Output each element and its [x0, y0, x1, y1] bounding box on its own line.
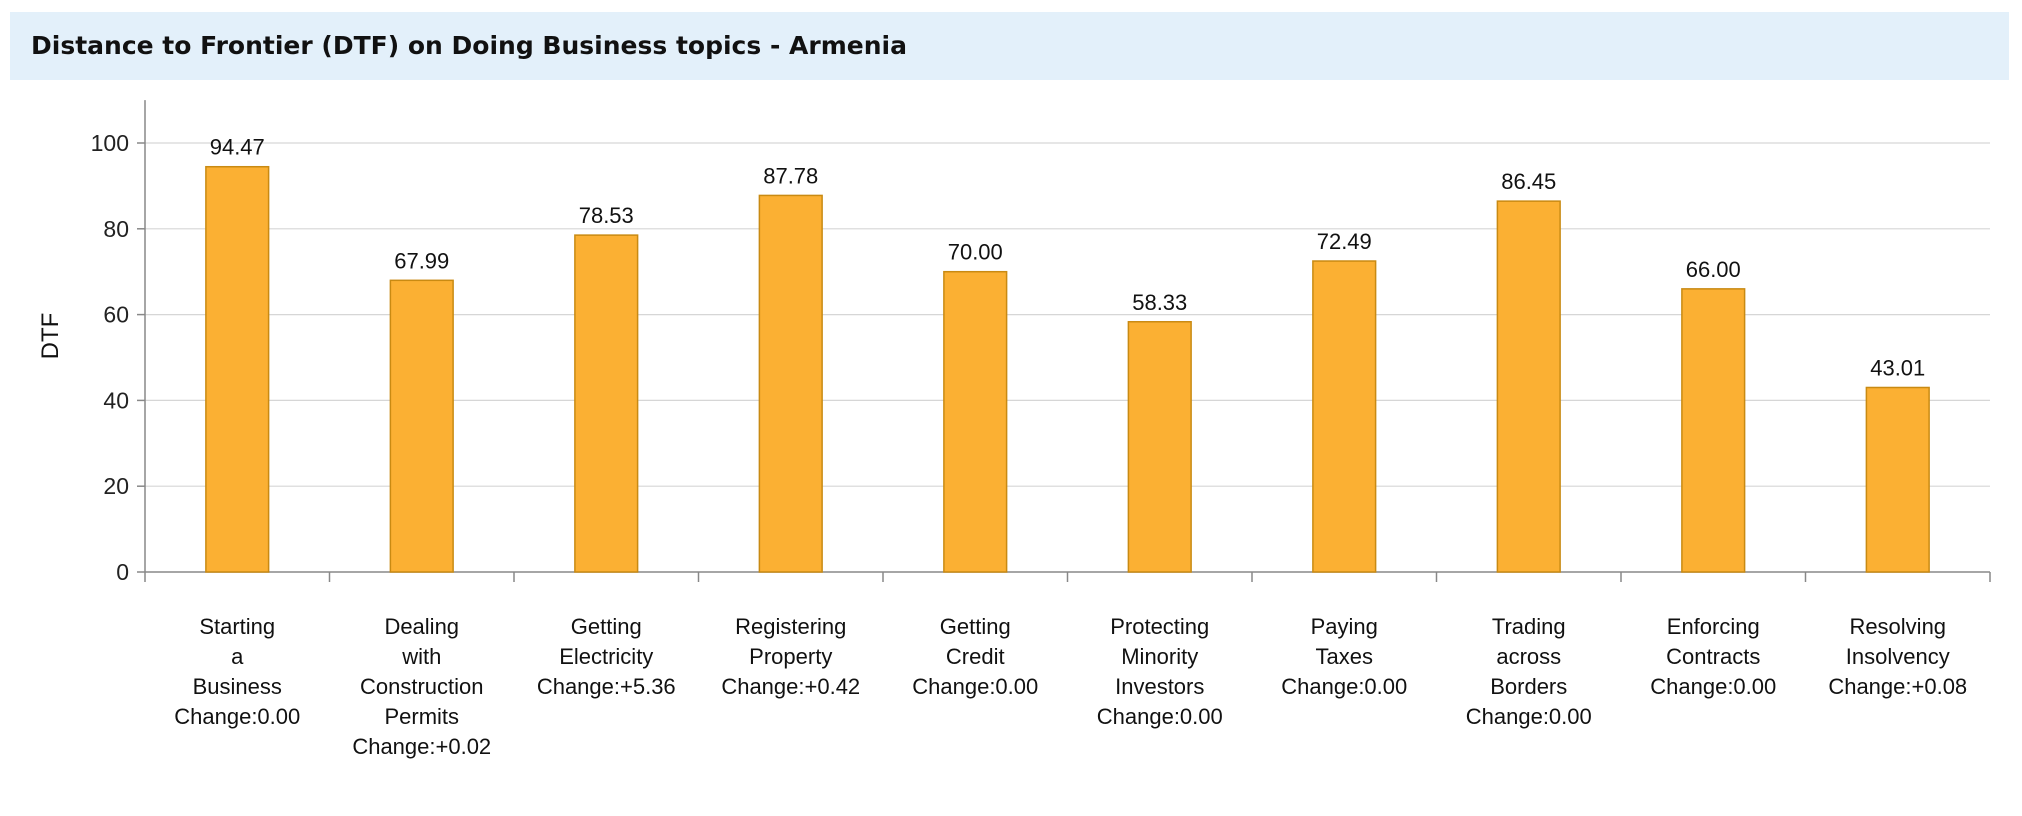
data-label: 67.99 — [394, 248, 449, 273]
x-tick-label-line: Change:+5.36 — [537, 674, 676, 699]
x-tick-label: Registering Property Change:+0.42 — [721, 614, 860, 699]
y-tick-label: 80 — [103, 216, 129, 242]
x-tick-label-line: Paying — [1311, 614, 1378, 639]
x-tick-label-line: Property — [749, 644, 832, 669]
x-tick-label-line: Getting — [571, 614, 642, 639]
x-tick-label-line: Minority — [1121, 644, 1198, 669]
bar[interactable] — [1865, 386, 1930, 573]
data-label: 58.33 — [1132, 290, 1187, 315]
x-tick-label-line: Starting — [199, 614, 275, 639]
x-tick-label-line: Getting — [940, 614, 1011, 639]
x-tick-label-line: Business — [193, 674, 282, 699]
y-tick-label: 20 — [103, 473, 129, 499]
y-tick-label: 0 — [116, 559, 129, 585]
data-label: 72.49 — [1317, 229, 1372, 254]
data-label: 43.01 — [1870, 355, 1925, 380]
chart-title: Distance to Frontier (DTF) on Doing Busi… — [31, 31, 907, 60]
bar[interactable] — [1127, 321, 1192, 573]
x-tick-label-line: Resolving — [1849, 614, 1946, 639]
x-tick-label-line: a — [231, 644, 244, 669]
x-tick-label: Resolving Insolvency Change:+0.08 — [1828, 614, 1967, 699]
x-tick-label: Getting Credit Change:0.00 — [912, 614, 1038, 699]
data-label: 70.00 — [948, 240, 1003, 265]
data-label: 66.00 — [1686, 257, 1741, 282]
x-tick-label-line: Construction — [360, 674, 484, 699]
x-tick-label: Trading across Borders Change:0.00 — [1466, 614, 1592, 729]
x-tick-label-line: Electricity — [559, 644, 653, 669]
bar[interactable] — [943, 270, 1008, 573]
data-label: 86.45 — [1501, 169, 1556, 194]
x-tick-label-line: Change:0.00 — [1466, 704, 1592, 729]
y-tick-label: 60 — [103, 302, 129, 328]
bars — [205, 165, 1930, 573]
x-tick-label: Enforcing Contracts Change:0.00 — [1650, 614, 1776, 699]
y-tick-label: 100 — [91, 130, 129, 156]
y-tick-label: 40 — [103, 387, 129, 413]
y-axis-title: DTF — [37, 313, 64, 360]
bar[interactable] — [1681, 288, 1746, 573]
bar[interactable] — [1312, 260, 1377, 573]
data-label: 78.53 — [579, 203, 634, 228]
x-tick-label-line: Change:0.00 — [1281, 674, 1407, 699]
x-tick-label-line: Change:+0.02 — [352, 734, 491, 759]
x-tick-label-line: Trading — [1492, 614, 1566, 639]
data-label: 87.78 — [763, 163, 818, 188]
x-tick-label: Starting a Business Change:0.00 — [174, 614, 300, 729]
x-tick-label-line: Permits — [384, 704, 459, 729]
x-tick-label-line: Borders — [1490, 674, 1567, 699]
x-tick-label-line: Change:0.00 — [912, 674, 1038, 699]
x-tick-label-line: Change:0.00 — [1650, 674, 1776, 699]
x-tick-label-line: Insolvency — [1846, 644, 1950, 669]
bar[interactable] — [389, 279, 454, 573]
x-tick-label-line: Investors — [1115, 674, 1204, 699]
x-tick-label-line: Contracts — [1666, 644, 1760, 669]
x-tick-label-line: Protecting — [1110, 614, 1209, 639]
x-tick-label-line: Credit — [946, 644, 1005, 669]
bar[interactable] — [1496, 200, 1561, 573]
x-tick-label-line: across — [1496, 644, 1561, 669]
labels: 0 20 40 60 80 100 DTF 94.47 Starting a Business Cha… — [37, 130, 1967, 759]
x-tick-label-line: Change:+0.42 — [721, 674, 860, 699]
x-tick-label: Protecting Minority Investors Change:0.00 — [1097, 614, 1223, 729]
x-tick-label-line: Registering — [735, 614, 846, 639]
x-tick-label-line: Change:+0.08 — [1828, 674, 1967, 699]
x-tick-label: Getting Electricity Change:+5.36 — [537, 614, 676, 699]
x-tick-label-line: Taxes — [1316, 644, 1373, 669]
x-tick-label-line: Enforcing — [1667, 614, 1760, 639]
bar[interactable] — [574, 234, 639, 573]
x-tick-label: Paying Taxes Change:0.00 — [1281, 614, 1407, 699]
x-tick-label-line: Dealing — [384, 614, 459, 639]
chart-header: Distance to Frontier (DTF) on Doing Busi… — [10, 12, 2009, 80]
x-tick-label-line: Change:0.00 — [174, 704, 300, 729]
bar[interactable] — [758, 194, 823, 573]
x-tick-label: Dealing with Construction Permits Change:+0.… — [352, 614, 491, 759]
data-label: 94.47 — [210, 135, 265, 160]
x-tick-label-line: Change:0.00 — [1097, 704, 1223, 729]
bar[interactable] — [205, 165, 270, 573]
x-tick-label-line: with — [401, 644, 441, 669]
